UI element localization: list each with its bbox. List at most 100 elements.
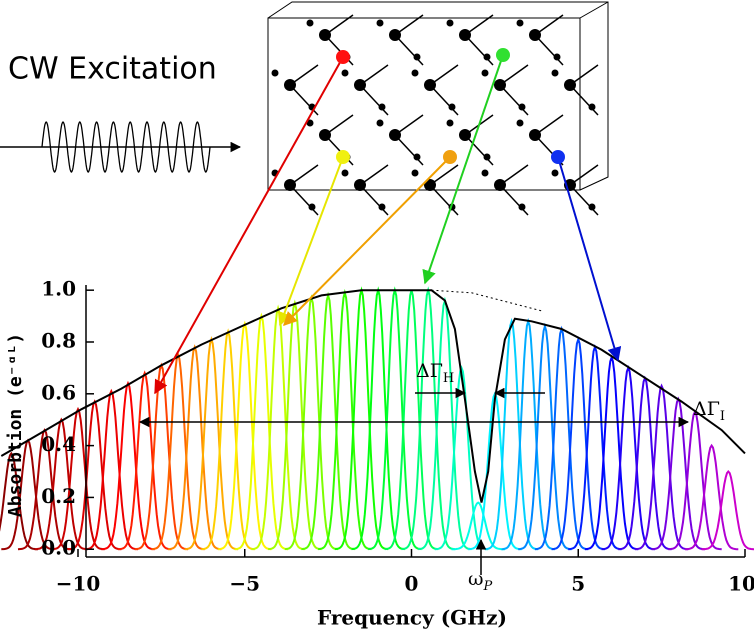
x-tick-label: −5 (229, 572, 260, 596)
peak (234, 312, 289, 551)
peak (618, 375, 672, 551)
atom (483, 53, 491, 61)
atom (354, 79, 366, 91)
atom (284, 79, 296, 91)
atom (483, 153, 491, 161)
atom (411, 169, 419, 177)
atom (446, 119, 454, 127)
peak (184, 336, 239, 551)
peak (685, 443, 739, 551)
pointer-arrow (557, 156, 622, 362)
atom (518, 103, 526, 111)
atom (481, 69, 489, 77)
peak (51, 406, 105, 551)
atom (341, 169, 349, 177)
atom (424, 79, 436, 91)
peak (401, 286, 455, 551)
atom (271, 69, 279, 77)
y-tick-label: 0.4 (41, 432, 76, 456)
atom (459, 129, 471, 141)
atom (516, 119, 524, 127)
atom (481, 169, 489, 177)
atom (551, 169, 559, 177)
peak (101, 380, 155, 551)
site (336, 50, 350, 64)
annotation-text: ΔΓ (416, 360, 443, 382)
atom (424, 179, 436, 191)
atom (518, 203, 526, 211)
atom (494, 179, 506, 191)
overlay: ΔΓH ΔΓI ωP (138, 48, 725, 594)
peak (534, 325, 589, 551)
atom (553, 53, 561, 61)
peak (501, 317, 555, 551)
atom (306, 119, 314, 127)
peak (551, 336, 605, 551)
envelope-line (431, 289, 542, 312)
peak (67, 399, 122, 551)
site (551, 150, 565, 164)
site (496, 48, 510, 62)
atom (376, 119, 384, 127)
x-tick-label: 5 (571, 572, 585, 596)
diagram-label: CW Excitation (8, 52, 217, 87)
crystal-face (267, 17, 581, 191)
atom (494, 79, 506, 91)
peak (701, 469, 754, 551)
peak (34, 417, 89, 551)
atom (389, 29, 401, 41)
atom (588, 103, 596, 111)
peak (117, 370, 172, 551)
annotation: ωP (468, 568, 493, 594)
y-tick-label: 0.2 (41, 484, 76, 508)
atom (389, 129, 401, 141)
atom (413, 153, 421, 161)
atom (529, 129, 541, 141)
atom (446, 19, 454, 27)
site (336, 150, 350, 164)
atom (378, 103, 386, 111)
atom (448, 103, 456, 111)
atom (413, 53, 421, 61)
peak (201, 328, 255, 551)
atom (319, 129, 331, 141)
crystal-edge (579, 1, 609, 19)
peak (284, 294, 339, 551)
peak (0, 451, 38, 551)
pointer-arrow (154, 56, 344, 395)
atom (411, 69, 419, 77)
atom (308, 203, 316, 211)
plot: 0.0 0.2 0.4 0.6 0.8 1.0 −10 −5 0 5 10 Frequency (GH… (0, 277, 754, 630)
x-tick-label: 0 (405, 572, 419, 596)
y-tick-label: 0.6 (41, 380, 76, 404)
peak (634, 383, 689, 551)
peak (351, 286, 405, 551)
annotation: ΔΓH (416, 360, 454, 386)
site (443, 150, 457, 164)
lattice (271, 14, 599, 216)
annotation-sub: H (443, 371, 454, 386)
envelope-line (0, 289, 746, 503)
peak (251, 304, 305, 551)
atom (376, 19, 384, 27)
atom (319, 29, 331, 41)
peak (518, 322, 572, 551)
x-tick-label: 10 (728, 572, 754, 596)
peak (368, 286, 422, 551)
atom (378, 203, 386, 211)
x-axis-label: Frequency (GHz) (317, 606, 507, 630)
pointer-arrow (277, 156, 344, 327)
peak (167, 344, 222, 551)
excitation-diagram: CW Excitation (0, 1, 609, 216)
peak (484, 317, 539, 551)
y-axis-label: Absorbtion (e⁻ᵅᴸ) (5, 333, 26, 517)
excitation-wave (41, 121, 211, 173)
atom (588, 203, 596, 211)
peak (384, 289, 439, 551)
y-tick-label: 0.0 (41, 536, 76, 560)
atom (459, 29, 471, 41)
peak (668, 409, 722, 551)
peak (318, 288, 372, 551)
pointer-arrow (283, 156, 451, 326)
